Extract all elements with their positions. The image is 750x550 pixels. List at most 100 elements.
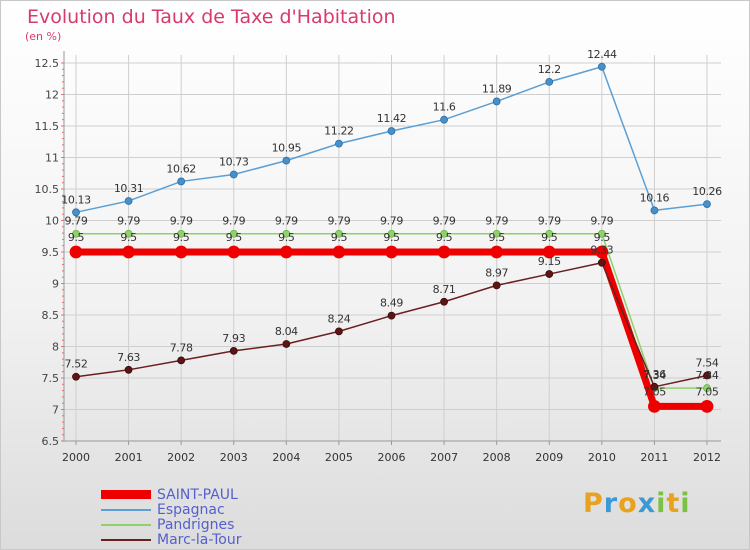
y-tick-label: 8.5 [42,309,60,322]
data-point-saint-paul [122,245,135,259]
data-point-marc-la-tour [177,356,186,365]
data-point-pandrignes [72,229,80,238]
legend-label-saint-paul: SAINT-PAUL [157,486,238,503]
axes: 6.5 7 7.5 8 8.5 9 9.5 10 10.5 11 11.5 12 12.5 2000 200… [35,51,721,464]
data-point-pandrignes [229,229,238,238]
y-tick-label: 9.5 [42,246,60,259]
data-label-espagnac: 10.95 [272,142,302,155]
y-tick-label: 10 [45,215,59,228]
data-point-espagnac [387,127,396,135]
data-label-saint-paul: 9.5 [173,231,190,244]
data-label-pandrignes: 9.79 [380,215,403,228]
data-point-espagnac [72,208,80,217]
data-point-pandrignes [492,229,501,238]
data-point-marc-la-tour [703,371,711,380]
data-point-saint-paul [595,245,609,259]
y-tick-label: 9 [52,278,59,291]
data-label-marc-la-tour: 8.71 [433,283,456,296]
data-point-espagnac [177,177,186,186]
y-tick-label: 7.5 [42,372,60,385]
data-label-marc-la-tour: 9.15 [538,255,561,268]
data-point-pandrignes [387,229,396,238]
data-label-espagnac: 12.2 [538,63,561,76]
data-point-marc-la-tour [229,347,238,355]
data-label-pandrignes: 9.79 [65,215,88,228]
data-point-saint-paul [648,399,661,413]
x-tick-label: 2000 [62,451,90,464]
logo-letter: x [637,488,657,519]
data-point-marc-la-tour [492,281,501,290]
data-point-saint-paul [700,399,714,413]
data-point-espagnac [124,197,133,205]
logo-letter: r [603,488,619,519]
x-tick-label: 2008 [483,451,511,464]
data-label-pandrignes: 9.79 [485,215,508,228]
data-labels: 10.13 10.31 10.62 10.73 10.95 11.22 11.42 11.6 1… [61,48,722,399]
legend-item-espagnac[interactable]: Espagnac [101,502,225,518]
legend-item-marc-la-tour[interactable]: Marc-la-Tour [101,531,242,548]
data-point-saint-paul [542,245,556,259]
data-point-marc-la-tour [545,270,554,278]
y-tick-label: 10.5 [35,183,60,196]
data-point-marc-la-tour [282,340,291,348]
y-tick-label: 12 [45,89,59,102]
data-point-saint-paul [332,245,346,259]
logo-letter: i [680,488,691,519]
data-label-pandrignes: 9.79 [275,215,298,228]
data-point-espagnac [335,139,343,148]
data-label-pandrignes: 9.79 [170,215,193,228]
data-label-marc-la-tour: 7.93 [222,332,245,345]
data-point-marc-la-tour [440,297,448,306]
data-label-pandrignes: 7.34 [643,369,666,382]
data-point-marc-la-tour [335,327,343,336]
x-tick-label: 2001 [115,451,143,464]
x-tick-label: 2007 [430,451,458,464]
data-label-pandrignes: 9.79 [117,215,140,228]
data-label-marc-la-tour: 9.33 [590,244,613,257]
x-tick-label: 2004 [272,451,300,464]
logo-letter: P [583,488,604,519]
data-label-saint-paul: 7.05 [696,385,719,398]
data-point-marc-la-tour [597,258,606,267]
x-tick-label: 2011 [640,451,668,464]
y-axis-unit-label: (en %) [25,30,62,43]
data-label-marc-la-tour: 7.63 [117,351,140,364]
data-point-saint-paul [69,245,83,259]
y-tick-label: 11.5 [35,120,60,133]
data-point-pandrignes [335,229,343,238]
data-point-espagnac [545,78,554,86]
data-point-saint-paul [174,245,188,259]
legend-item-pandrignes[interactable]: Pandrignes [101,517,234,533]
data-point-saint-paul [227,245,241,259]
data-label-espagnac: 10.16 [640,191,670,204]
data-label-espagnac: 11.6 [433,101,456,114]
data-point-pandrignes [177,229,186,238]
data-point-saint-paul [385,245,398,259]
data-point-espagnac [440,115,448,124]
data-point-marc-la-tour [387,311,396,320]
logo-letter: i [656,488,667,519]
data-label-marc-la-tour: 7.54 [696,356,719,369]
logo-letter: o [618,488,638,519]
data-label-saint-paul: 9.5 [226,231,243,244]
data-label-pandrignes: 9.79 [590,215,613,228]
data-point-pandrignes [545,229,554,238]
data-point-pandrignes [124,229,133,238]
legend-swatch-marc-la-tour [101,538,151,541]
y-tick-label: 12.5 [35,57,60,70]
data-label-pandrignes: 9.79 [433,215,456,228]
data-point-pandrignes [597,229,606,238]
legend-item-saint-paul[interactable]: SAINT-PAUL [101,486,238,503]
data-label-marc-la-tour: 7.78 [170,341,193,354]
data-label-saint-paul: 9.5 [278,231,295,244]
data-label-saint-paul: 9.5 [331,231,348,244]
legend-swatch-espagnac [101,508,151,511]
data-point-espagnac [492,97,501,106]
data-point-espagnac [597,62,606,71]
x-tick-label: 2012 [693,451,721,464]
x-tick-label: 2003 [220,451,248,464]
data-label-espagnac: 11.42 [377,112,407,125]
legend-label-marc-la-tour: Marc-la-Tour [157,531,242,548]
data-label-espagnac: 10.62 [166,162,196,175]
